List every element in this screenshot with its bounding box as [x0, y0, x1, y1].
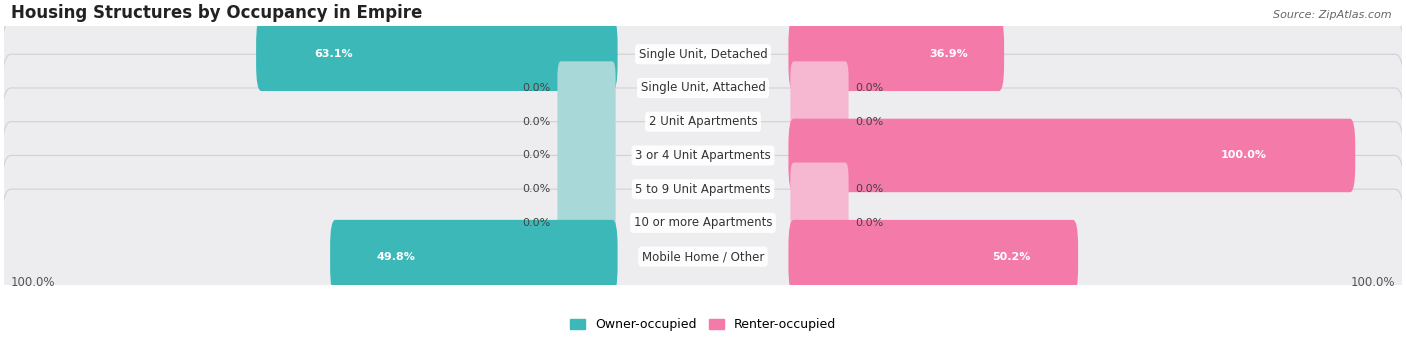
Text: 100.0%: 100.0% — [1351, 277, 1395, 290]
Text: 3 or 4 Unit Apartments: 3 or 4 Unit Apartments — [636, 149, 770, 162]
Text: 0.0%: 0.0% — [523, 184, 551, 194]
Text: 0.0%: 0.0% — [855, 184, 883, 194]
FancyBboxPatch shape — [1, 155, 1405, 291]
Text: 2 Unit Apartments: 2 Unit Apartments — [648, 115, 758, 128]
Text: Single Unit, Detached: Single Unit, Detached — [638, 48, 768, 61]
FancyBboxPatch shape — [1, 20, 1405, 155]
Text: Mobile Home / Other: Mobile Home / Other — [641, 250, 765, 263]
Text: 63.1%: 63.1% — [314, 49, 353, 59]
FancyBboxPatch shape — [789, 220, 1078, 293]
FancyBboxPatch shape — [557, 129, 616, 182]
FancyBboxPatch shape — [1, 122, 1405, 257]
FancyBboxPatch shape — [789, 17, 1004, 91]
FancyBboxPatch shape — [1, 189, 1405, 324]
FancyBboxPatch shape — [790, 95, 849, 148]
Text: 0.0%: 0.0% — [855, 117, 883, 127]
Text: 0.0%: 0.0% — [855, 83, 883, 93]
FancyBboxPatch shape — [790, 61, 849, 115]
Text: Housing Structures by Occupancy in Empire: Housing Structures by Occupancy in Empir… — [11, 4, 422, 22]
FancyBboxPatch shape — [790, 196, 849, 250]
Legend: Owner-occupied, Renter-occupied: Owner-occupied, Renter-occupied — [565, 313, 841, 336]
Text: 0.0%: 0.0% — [523, 117, 551, 127]
Text: 100.0%: 100.0% — [1220, 150, 1267, 161]
Text: 5 to 9 Unit Apartments: 5 to 9 Unit Apartments — [636, 183, 770, 196]
Text: 50.2%: 50.2% — [993, 252, 1031, 262]
Text: 10 or more Apartments: 10 or more Apartments — [634, 217, 772, 229]
Text: Single Unit, Attached: Single Unit, Attached — [641, 81, 765, 94]
FancyBboxPatch shape — [557, 95, 616, 148]
FancyBboxPatch shape — [557, 163, 616, 216]
Text: 0.0%: 0.0% — [523, 218, 551, 228]
FancyBboxPatch shape — [256, 17, 617, 91]
FancyBboxPatch shape — [330, 220, 617, 293]
Text: 36.9%: 36.9% — [929, 49, 969, 59]
Text: 0.0%: 0.0% — [523, 83, 551, 93]
Text: Source: ZipAtlas.com: Source: ZipAtlas.com — [1274, 10, 1392, 20]
FancyBboxPatch shape — [557, 196, 616, 250]
Text: 0.0%: 0.0% — [855, 218, 883, 228]
FancyBboxPatch shape — [557, 61, 616, 115]
Text: 49.8%: 49.8% — [377, 252, 416, 262]
FancyBboxPatch shape — [790, 163, 849, 216]
FancyBboxPatch shape — [1, 0, 1405, 122]
FancyBboxPatch shape — [1, 88, 1405, 223]
FancyBboxPatch shape — [1, 54, 1405, 189]
Text: 100.0%: 100.0% — [11, 277, 55, 290]
FancyBboxPatch shape — [789, 119, 1355, 192]
Text: 0.0%: 0.0% — [523, 150, 551, 161]
